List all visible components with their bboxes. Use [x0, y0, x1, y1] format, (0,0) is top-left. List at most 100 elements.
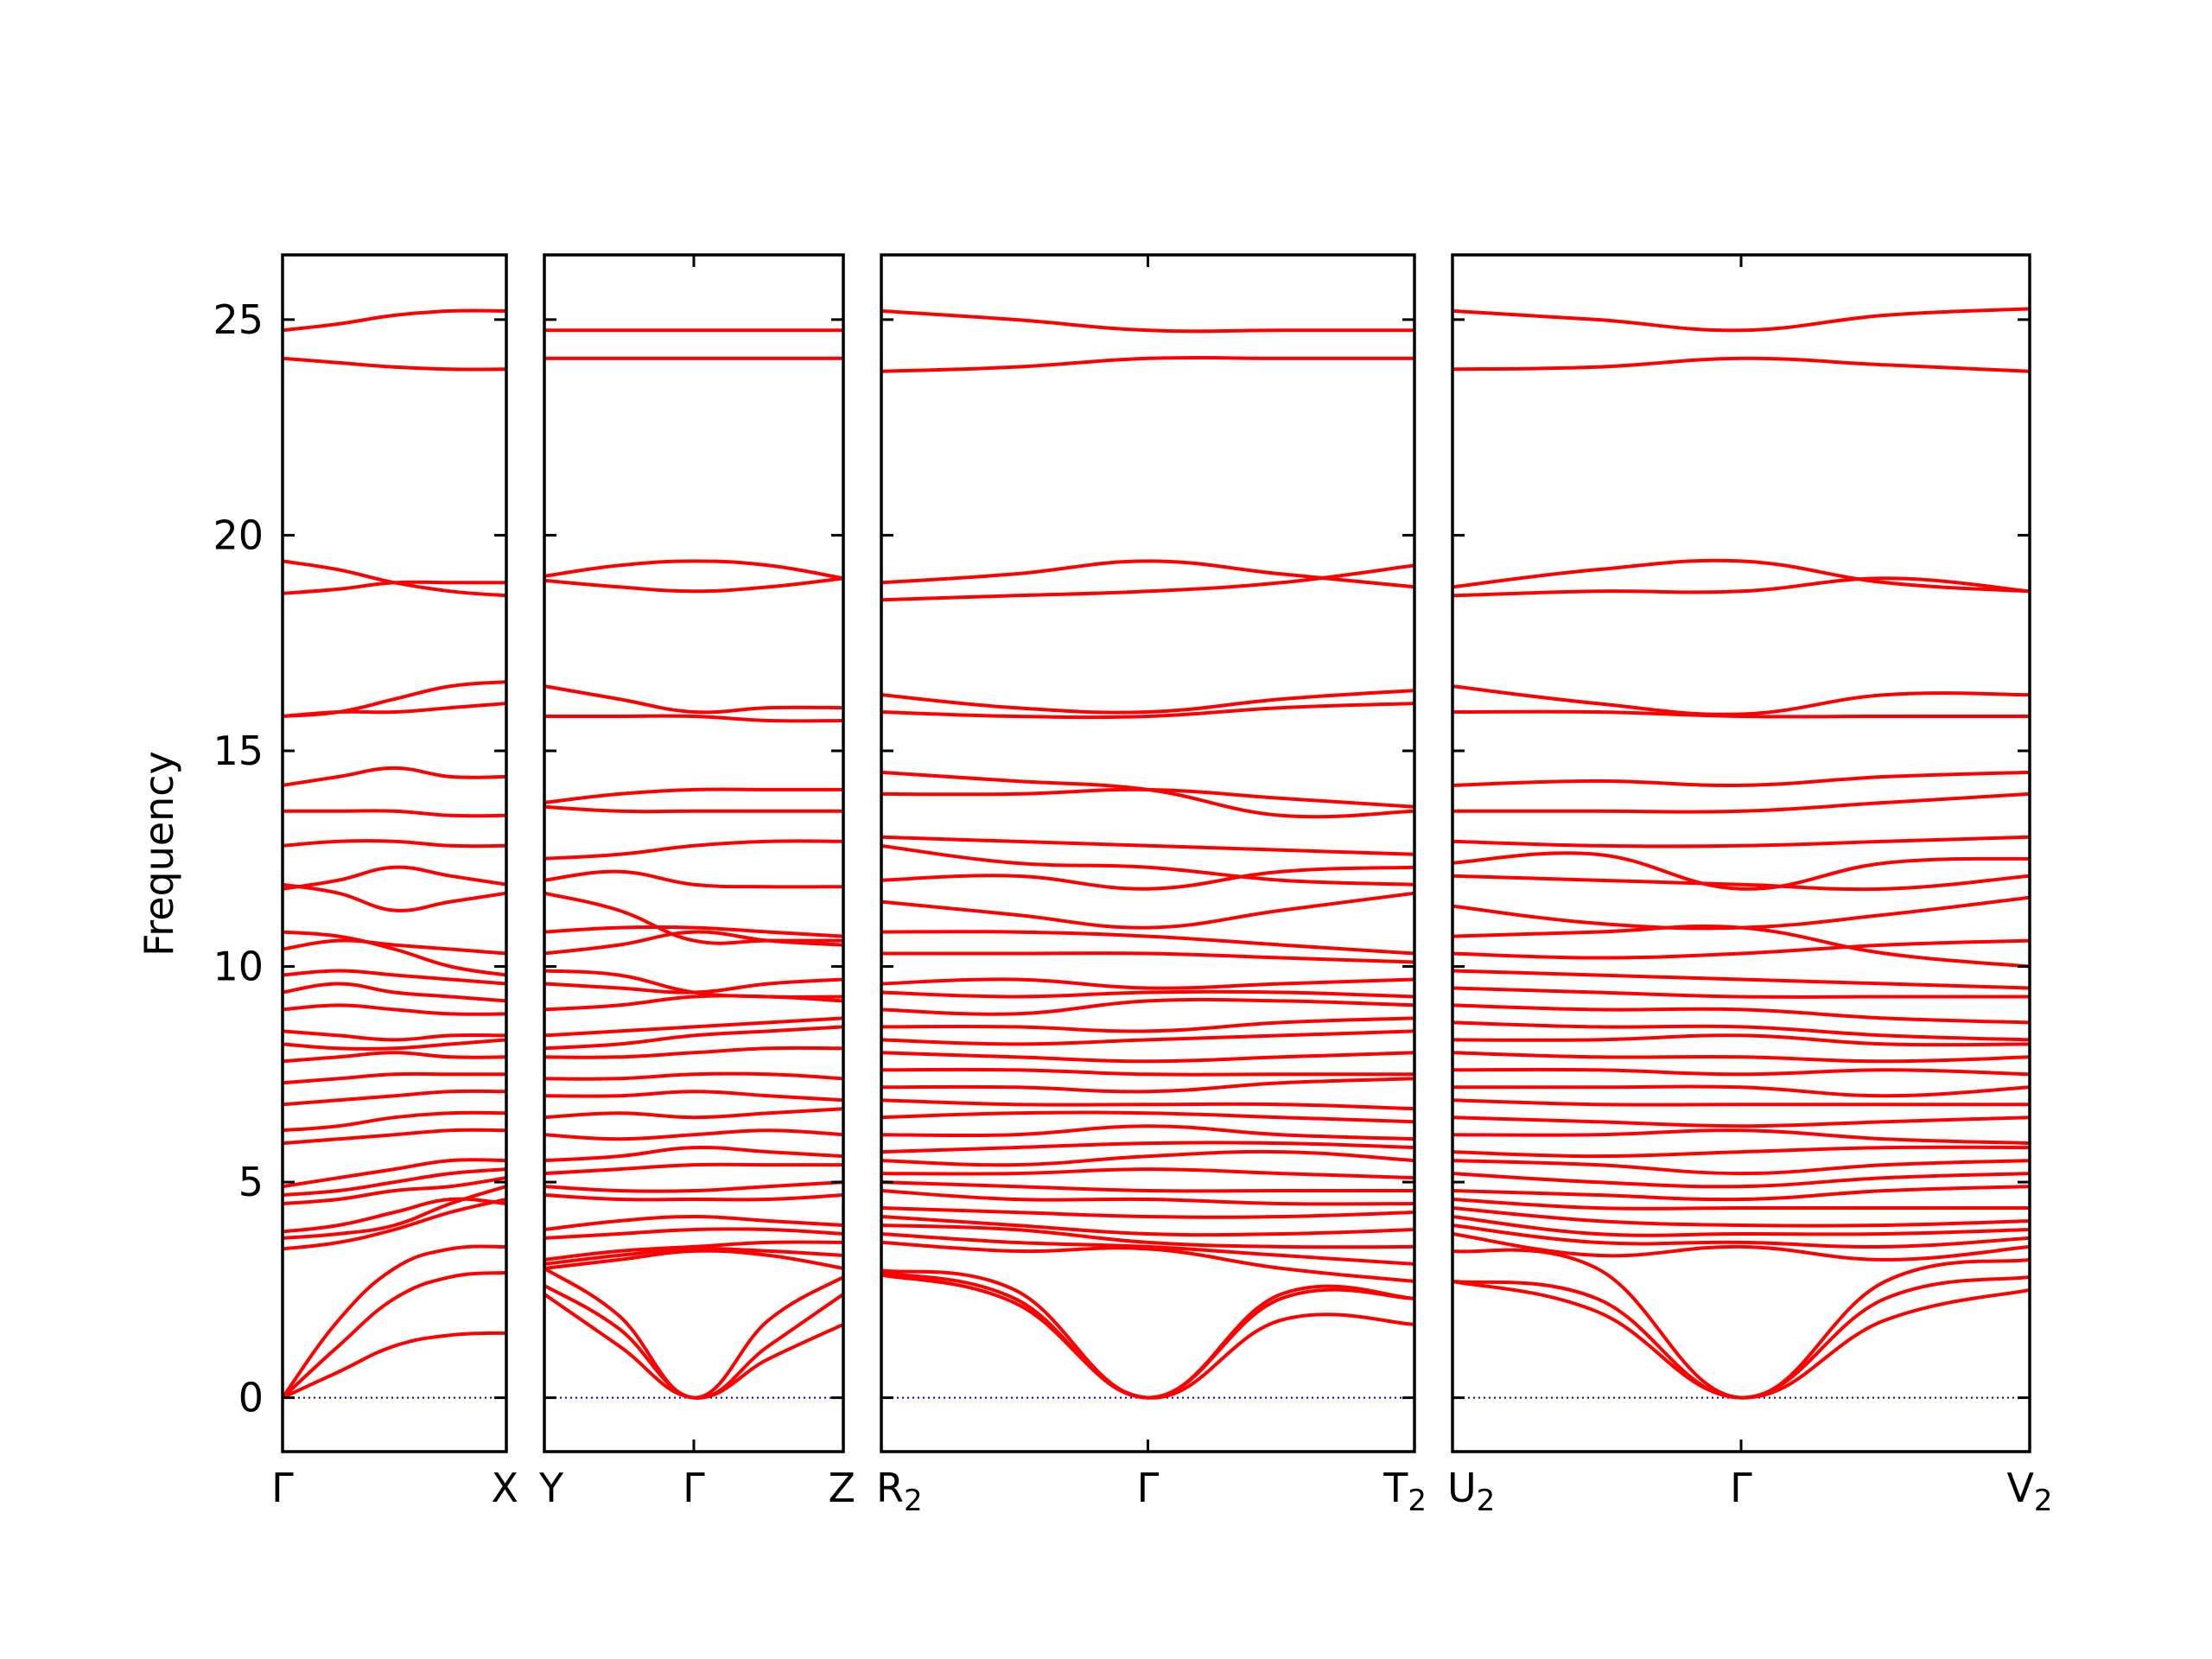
band-3-3 — [881, 1268, 1414, 1400]
band-3-37 — [881, 355, 1414, 373]
band-2-28 — [544, 804, 843, 814]
band-4-13 — [1452, 1128, 2030, 1146]
x-tick-label: Γ — [1730, 1465, 1752, 1511]
band-3-16 — [881, 1098, 1414, 1111]
band-1-7 — [283, 1176, 506, 1205]
band-2-18 — [544, 1025, 843, 1051]
band-4-17 — [1452, 1067, 2030, 1077]
band-2-33 — [544, 559, 843, 581]
band-2-30 — [544, 714, 843, 723]
band-3-5 — [881, 1232, 1414, 1266]
band-4-16 — [1452, 1084, 2030, 1098]
band-2-11 — [544, 1162, 843, 1176]
band-3-9 — [881, 1189, 1414, 1206]
band-2-2 — [544, 1284, 843, 1400]
x-tick-label: T2 — [1382, 1465, 1427, 1518]
y-tick-label-5: 5 — [238, 1159, 264, 1205]
band-4-5 — [1452, 1224, 2030, 1249]
band-4-27 — [1452, 874, 2030, 892]
band-4-22 — [1452, 986, 2030, 999]
band-2-4 — [544, 1249, 843, 1270]
band-4-37 — [1452, 307, 2030, 333]
x-tick-label: Γ — [271, 1465, 294, 1511]
band-4-20 — [1452, 1020, 2030, 1042]
x-tick-label: Y — [538, 1465, 564, 1511]
y-tick-label-10: 10 — [213, 944, 264, 990]
band-1-30 — [283, 559, 506, 598]
band-2-15 — [544, 1090, 843, 1103]
band-1-23 — [283, 865, 506, 891]
y-tick-label-20: 20 — [213, 512, 264, 558]
band-4-4 — [1452, 1232, 2030, 1262]
band-3-15 — [881, 1110, 1414, 1124]
band-3-11 — [881, 1167, 1414, 1180]
band-1-32 — [283, 308, 506, 333]
band-4-21 — [1452, 1003, 2030, 1025]
band-4-31 — [1452, 770, 2030, 788]
band-4-6 — [1452, 1215, 2030, 1237]
band-1-11 — [283, 1110, 506, 1133]
band-4-32 — [1452, 709, 2030, 719]
band-2-14 — [544, 1107, 843, 1120]
band-1-6 — [283, 1197, 506, 1234]
band-4-28 — [1452, 851, 2030, 891]
x-tick-label: Γ — [1137, 1465, 1160, 1511]
band-3-22 — [881, 997, 1414, 1016]
band-4-35 — [1452, 558, 2030, 594]
band-3-38 — [881, 308, 1414, 334]
band-2-21 — [544, 977, 843, 995]
band-2-19 — [544, 1016, 843, 1038]
band-3-20 — [881, 1029, 1414, 1046]
band-1-16 — [283, 1029, 506, 1042]
band-2-12 — [544, 1145, 843, 1163]
band-1-9 — [283, 1158, 506, 1189]
band-3-8 — [881, 1206, 1414, 1219]
band-1-24 — [283, 839, 506, 849]
band-3-27 — [881, 891, 1414, 930]
band-3-7 — [881, 1215, 1414, 1237]
band-1-31 — [283, 356, 506, 372]
band-1-26 — [283, 766, 506, 787]
band-2-8 — [544, 1215, 843, 1231]
band-3-21 — [881, 1016, 1414, 1033]
band-2-31 — [544, 684, 843, 715]
band-3-34 — [881, 689, 1414, 715]
band-3-30 — [881, 835, 1414, 856]
band-2-7 — [544, 1227, 843, 1240]
band-1-17 — [283, 1003, 506, 1016]
band-3-1 — [881, 1273, 1414, 1400]
band-1-25 — [283, 809, 506, 818]
band-4-18 — [1452, 1051, 2030, 1064]
band-3-23 — [881, 989, 1414, 999]
band-1-22 — [283, 882, 506, 912]
band-3-4 — [881, 1240, 1414, 1283]
band-3-31 — [881, 787, 1414, 809]
band-3-32 — [881, 770, 1414, 819]
band-3-18 — [881, 1067, 1414, 1077]
band-2-5 — [544, 1247, 843, 1266]
band-2-13 — [544, 1128, 843, 1141]
band-1-1 — [283, 1331, 506, 1400]
band-2-16 — [544, 1071, 843, 1081]
band-3-10 — [881, 1180, 1414, 1193]
band-4-23 — [1452, 969, 2030, 990]
band-4-25 — [1452, 924, 2030, 969]
band-3-19 — [881, 1051, 1414, 1064]
y-tick-label-0: 0 — [238, 1375, 264, 1421]
band-3-36 — [881, 559, 1414, 589]
band-1-21 — [283, 930, 506, 977]
band-4-11 — [1452, 1159, 2030, 1176]
band-3-24 — [881, 977, 1414, 990]
band-1-18 — [283, 982, 506, 1003]
band-4-3 — [1452, 1248, 2030, 1400]
band-2-10 — [544, 1180, 843, 1193]
x-tick-label: V2 — [2006, 1465, 2052, 1518]
x-tick-label: U2 — [1447, 1465, 1495, 1518]
band-3-35 — [881, 563, 1414, 602]
band-4-33 — [1452, 684, 2030, 716]
band-1-15 — [283, 1038, 506, 1052]
band-2-17 — [544, 1046, 843, 1059]
panel-3: R2 Γ T2 — [876, 253, 1427, 1518]
